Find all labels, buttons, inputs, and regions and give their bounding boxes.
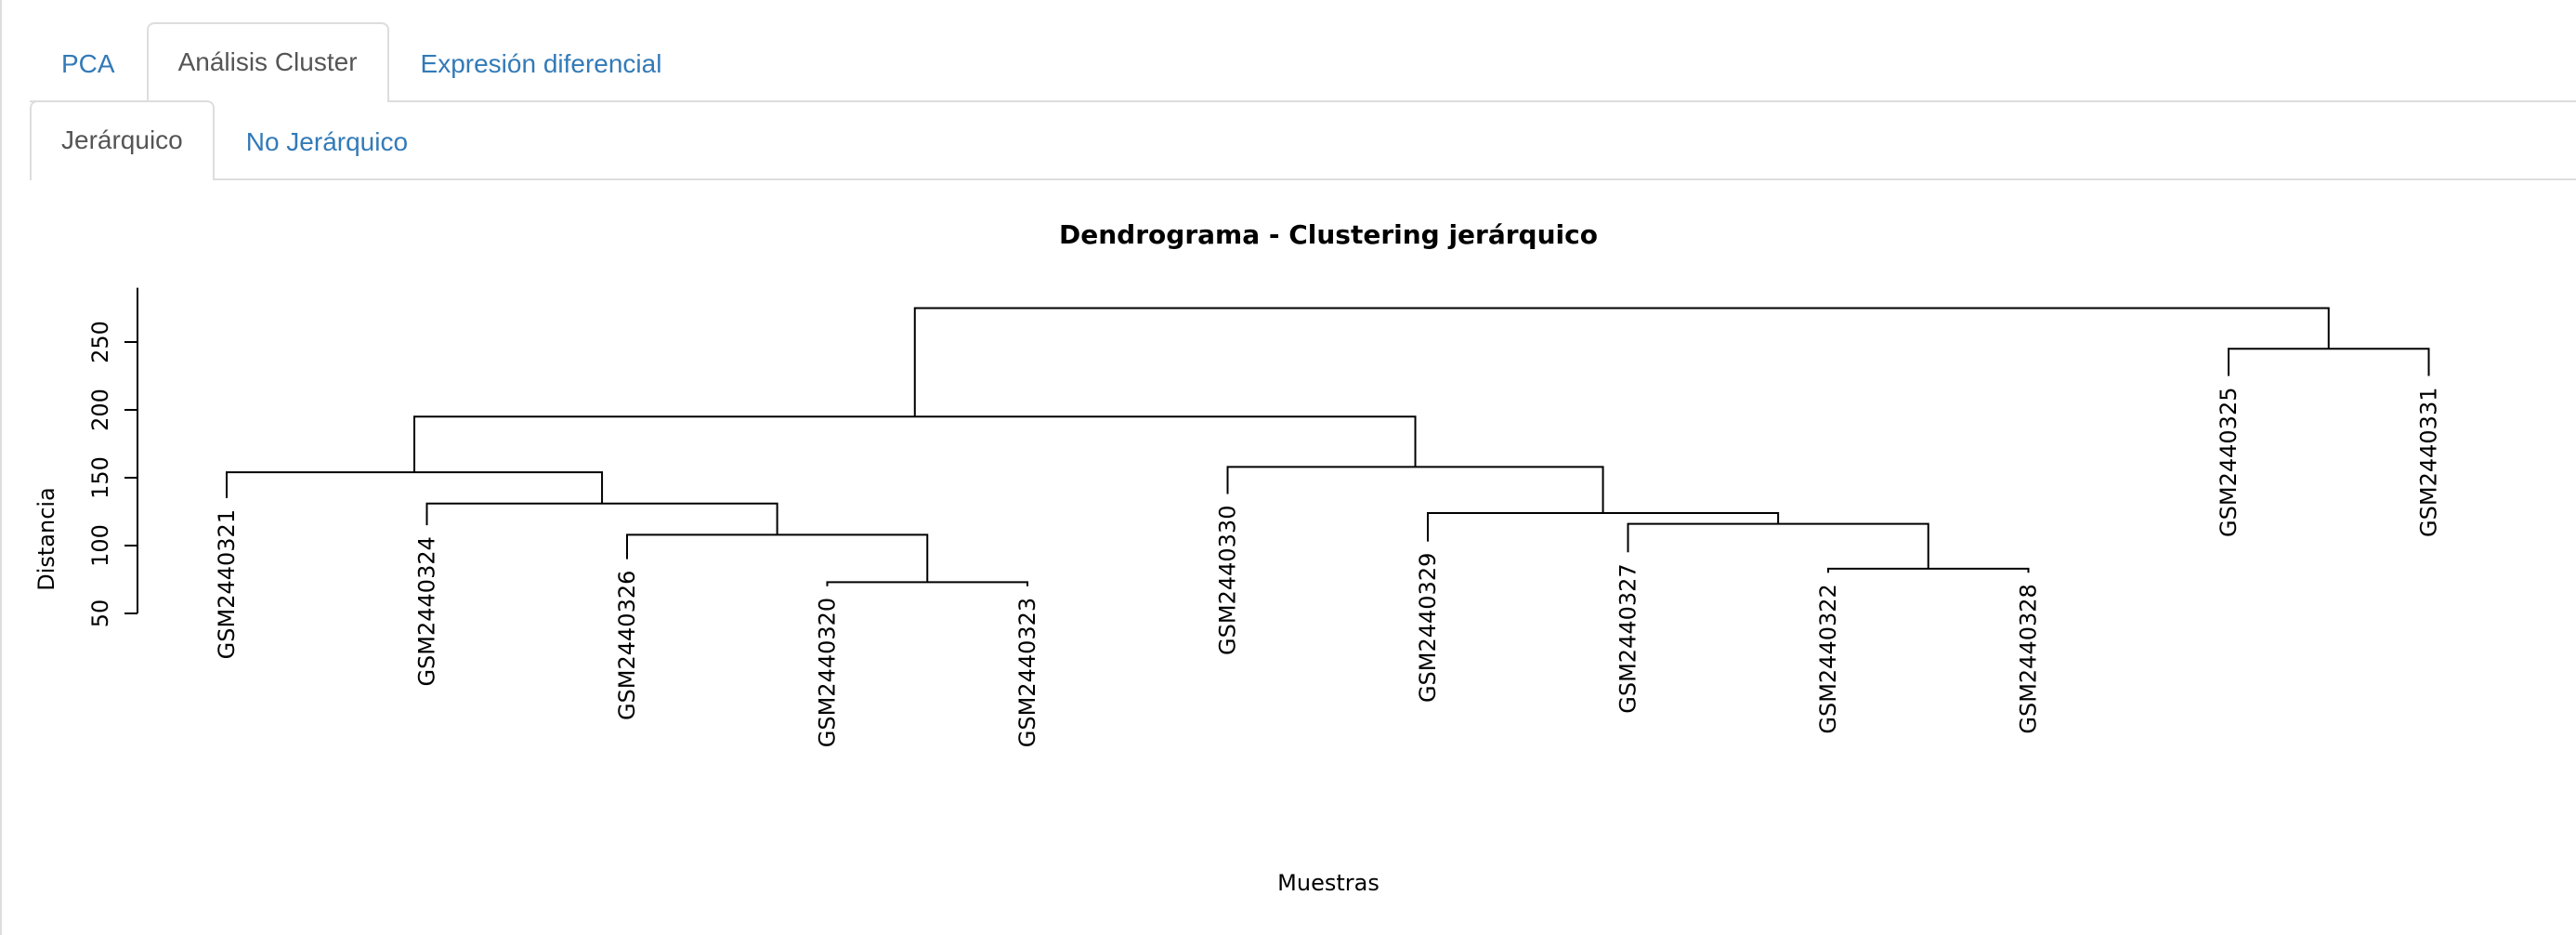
dendrogram-branch [1427, 511, 1780, 542]
leaf-label: GSM2440326 [614, 571, 640, 720]
dendrogram-branch [626, 533, 929, 583]
leaf-label: GSM2440330 [1215, 506, 1241, 655]
dendrogram-chart: Dendrograma - Clustering jerárquico Mues… [33, 219, 2442, 896]
sub-tabs-divider [30, 178, 2576, 180]
leaf-labels: GSM2440321 GSM2440324 GSM2440326 GSM2440320… [214, 388, 2442, 748]
dendrogram-branch [425, 502, 778, 535]
leaf-label: GSM2440323 [1014, 598, 1040, 747]
leaf-label: GSM2440327 [1615, 563, 1641, 713]
y-axis-label: Distancia [33, 487, 59, 591]
y-tick-label: 50 [87, 599, 113, 628]
main-tabs-divider [30, 100, 2576, 102]
dendrogram-tree [226, 307, 2430, 586]
y-tick-label: 200 [87, 388, 113, 431]
y-tick-label: 100 [87, 524, 113, 567]
leaf-label: GSM2440325 [2216, 388, 2242, 537]
sub-tabs: Jerárquico No Jerárquico [30, 100, 439, 180]
dendrogram-branch [913, 307, 2330, 417]
dendrogram-branch [1627, 522, 1929, 569]
tab-no-jerarquico[interactable]: No Jerárquico [245, 127, 409, 156]
leaf-label: GSM2440331 [2416, 388, 2442, 537]
tab-jerarquico[interactable]: Jerárquico [30, 100, 215, 180]
dendrogram-branch [1827, 567, 2030, 573]
chart-title: Dendrograma - Clustering jerárquico [1059, 219, 1598, 250]
leaf-label: GSM2440321 [214, 509, 240, 659]
tab-expresion-diferencial[interactable]: Expresión diferencial [420, 49, 662, 78]
dendrogram-branch [1226, 466, 1604, 513]
dendrogram-branch [226, 471, 604, 504]
dendrogram-branch [826, 581, 1028, 586]
main-tabs: PCA Análisis Cluster Expresión diferenci… [30, 22, 693, 102]
leaf-label: GSM2440320 [815, 598, 841, 747]
y-tick-label: 150 [87, 456, 113, 499]
dendrogram-branch [413, 415, 1417, 473]
leaf-label: GSM2440324 [414, 536, 440, 686]
x-axis-label: Muestras [1277, 870, 1380, 896]
leaf-label: GSM2440329 [1415, 553, 1441, 703]
tab-analisis-cluster[interactable]: Análisis Cluster [146, 22, 389, 102]
y-axis: 50 100 150 200 250 [87, 287, 138, 628]
y-tick-label: 250 [87, 321, 113, 363]
leaf-label: GSM2440328 [2016, 584, 2042, 733]
dendrogram-branch [2228, 348, 2430, 376]
tab-pca[interactable]: PCA [61, 49, 115, 78]
leaf-label: GSM2440322 [1815, 584, 1841, 733]
page-left-border [0, 0, 2, 935]
